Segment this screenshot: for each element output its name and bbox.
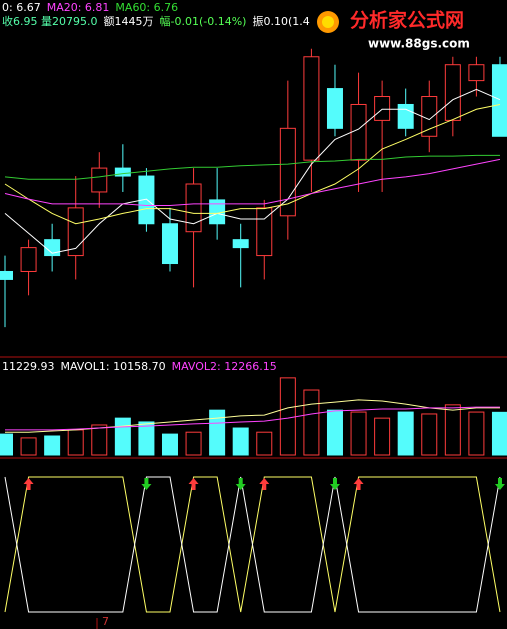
- candle-body: [491, 64, 507, 137]
- candle-body: [374, 96, 391, 121]
- candle-body: [468, 64, 485, 82]
- candle-body: [114, 167, 131, 177]
- candle-body: [256, 207, 273, 257]
- candle-body: [303, 56, 320, 161]
- volume-bar: [20, 437, 37, 456]
- candle-body: [91, 167, 108, 193]
- sell-arrow: [329, 478, 340, 490]
- header-text: MAVOL2: 12266.15: [172, 360, 277, 373]
- indicator-line: [4, 476, 501, 613]
- logo-icon: [322, 16, 334, 28]
- header-text: 11229.93: [2, 360, 55, 373]
- candle-body: [350, 103, 367, 161]
- logo-title: 分析家公式网: [350, 9, 464, 32]
- header-text: 额1445万: [103, 15, 153, 28]
- volume-bar: [421, 413, 438, 456]
- indicator-line: [4, 158, 501, 206]
- header-text: 幅-0.01(-0.14%): [159, 15, 246, 28]
- volume-bar: [350, 411, 367, 456]
- header-text: MA60: 6.76: [115, 1, 178, 14]
- sell-arrow: [494, 478, 505, 490]
- indicator-line: [4, 154, 500, 180]
- candle-body: [44, 239, 61, 257]
- indicator-line: [4, 103, 501, 225]
- candle-body: [279, 127, 296, 217]
- sell-arrow: [141, 478, 152, 490]
- buy-arrow: [259, 478, 270, 490]
- volume-bar: [138, 421, 155, 456]
- buy-arrow: [188, 478, 199, 490]
- candle-body: [20, 247, 37, 272]
- volume-bar: [232, 427, 249, 456]
- candle-body: [185, 183, 202, 233]
- cursor-label: 7: [102, 615, 109, 628]
- volume-bar: [67, 429, 84, 456]
- volume-bar: [303, 389, 320, 456]
- volume-bar: [279, 377, 296, 456]
- volume-bar: [326, 409, 343, 456]
- candle-body: [326, 88, 343, 129]
- volume-bar: [209, 409, 226, 456]
- header-text: 振0.10(1.4: [252, 14, 309, 28]
- candle-body: [397, 103, 414, 129]
- volume-bar: [468, 411, 485, 456]
- volume-bar: [0, 433, 13, 456]
- candle-body: [232, 239, 249, 249]
- candle-body: [67, 207, 84, 257]
- candle-body: [0, 270, 13, 280]
- sell-arrow: [235, 478, 246, 490]
- volume-bar: [44, 435, 61, 456]
- volume-bar: [114, 417, 131, 456]
- logo-url: www.88gs.com: [368, 37, 470, 51]
- volume-bar: [491, 411, 507, 456]
- candle-body: [161, 223, 178, 265]
- indicator-line: [5, 406, 500, 431]
- header-text: 0: 6.67: [2, 1, 41, 14]
- buy-arrow: [23, 478, 34, 490]
- header-text: MAVOL1: 10158.70: [61, 360, 166, 373]
- indicator-line: [4, 88, 501, 254]
- volume-bar: [374, 417, 391, 456]
- candle-body: [138, 175, 155, 225]
- volume-bar: [161, 433, 178, 456]
- buy-arrow: [353, 478, 364, 490]
- candle-body: [444, 64, 461, 121]
- volume-bar: [444, 404, 461, 456]
- volume-bar: [91, 424, 108, 456]
- volume-bar: [256, 431, 273, 456]
- candle-body: [421, 96, 438, 137]
- volume-bar: [185, 431, 202, 456]
- header-text: 收6.95 量20795.0: [2, 14, 97, 28]
- volume-bar: [397, 411, 414, 456]
- header-text: MA20: 6.81: [47, 1, 110, 14]
